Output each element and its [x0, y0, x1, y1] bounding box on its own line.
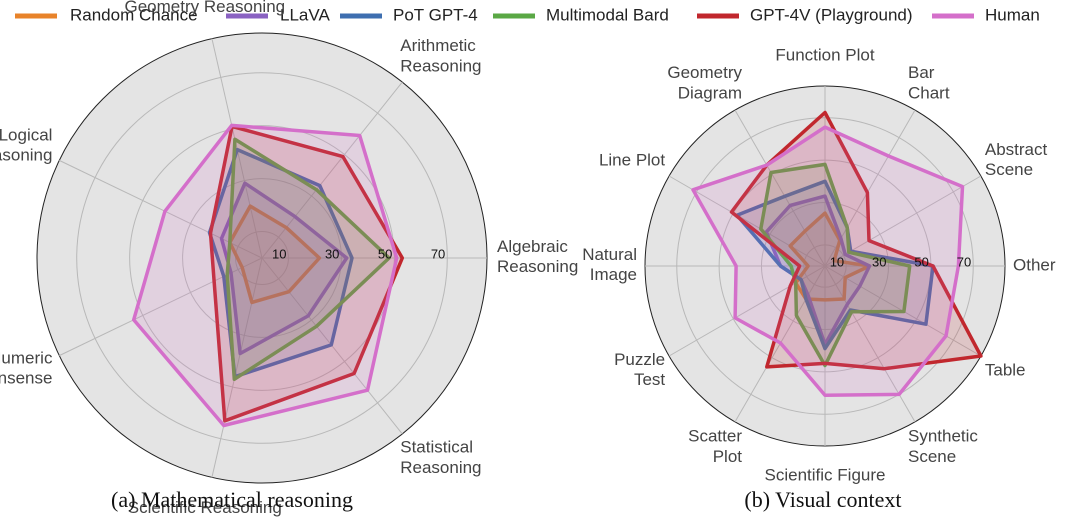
r-tick-label: 10: [830, 254, 844, 269]
spoke: [211, 257, 263, 478]
category-label: Arithmetic Reasoning: [400, 36, 481, 75]
chart-title: (a) Mathematical reasoning: [111, 487, 353, 512]
legend-label: Human: [985, 5, 1040, 24]
category-label: Abstract Scene: [985, 140, 1048, 179]
legend-label: GPT-4V (Playground): [750, 5, 913, 24]
category-label: Statistical Reasoning: [400, 438, 481, 477]
radar-area: [691, 125, 965, 397]
r-tick-label: 70: [431, 246, 445, 261]
category-label: NumericCommonsense: [0, 349, 53, 388]
category-label: Algebraic Reasoning: [497, 237, 578, 276]
category-label: Geometry Reasoning: [124, 0, 285, 16]
spoke: [824, 265, 916, 423]
radar-area: [208, 124, 405, 423]
legend-label: Multimodal Bard: [546, 5, 669, 24]
radar-area: [759, 162, 912, 368]
radar-area: [219, 181, 349, 356]
r-tick-label: 10: [272, 246, 286, 261]
category-label: LogicalReasoning: [0, 126, 52, 165]
category-label: Scatter Plot: [688, 427, 742, 466]
radar-area: [207, 147, 354, 379]
category-label: Scientific Reasoning: [128, 498, 282, 517]
r-tick-label: 50: [914, 254, 928, 269]
category-label: Table: [985, 360, 1026, 379]
chart-title: (b) Visual context: [744, 487, 901, 512]
radar-area: [225, 137, 391, 382]
category-label: Natural Image: [582, 245, 637, 284]
category-label: Other: [1013, 255, 1056, 274]
category-label: Synthetic Scene: [908, 427, 978, 466]
r-tick-label: 50: [378, 246, 392, 261]
r-tick-label: 30: [325, 246, 339, 261]
category-label: Function Plot: [775, 45, 874, 64]
category-label: Scientific Figure: [765, 465, 886, 484]
category-label: Geometry Diagram: [667, 63, 742, 102]
category-label: Puzzle Test: [614, 350, 665, 389]
category-label: Bar Chart: [908, 63, 950, 102]
legend-label: LLaVA: [280, 5, 330, 24]
legend-label: Random Chance: [70, 5, 198, 24]
radar-area: [729, 110, 983, 371]
r-tick-label: 70: [957, 254, 971, 269]
spoke: [734, 109, 826, 267]
category-label: Line Plot: [599, 150, 665, 169]
radar-area: [131, 123, 399, 428]
radar-area: [228, 204, 322, 305]
legend-label: PoT GPT-4: [393, 5, 478, 24]
r-tick-label: 30: [872, 254, 886, 269]
